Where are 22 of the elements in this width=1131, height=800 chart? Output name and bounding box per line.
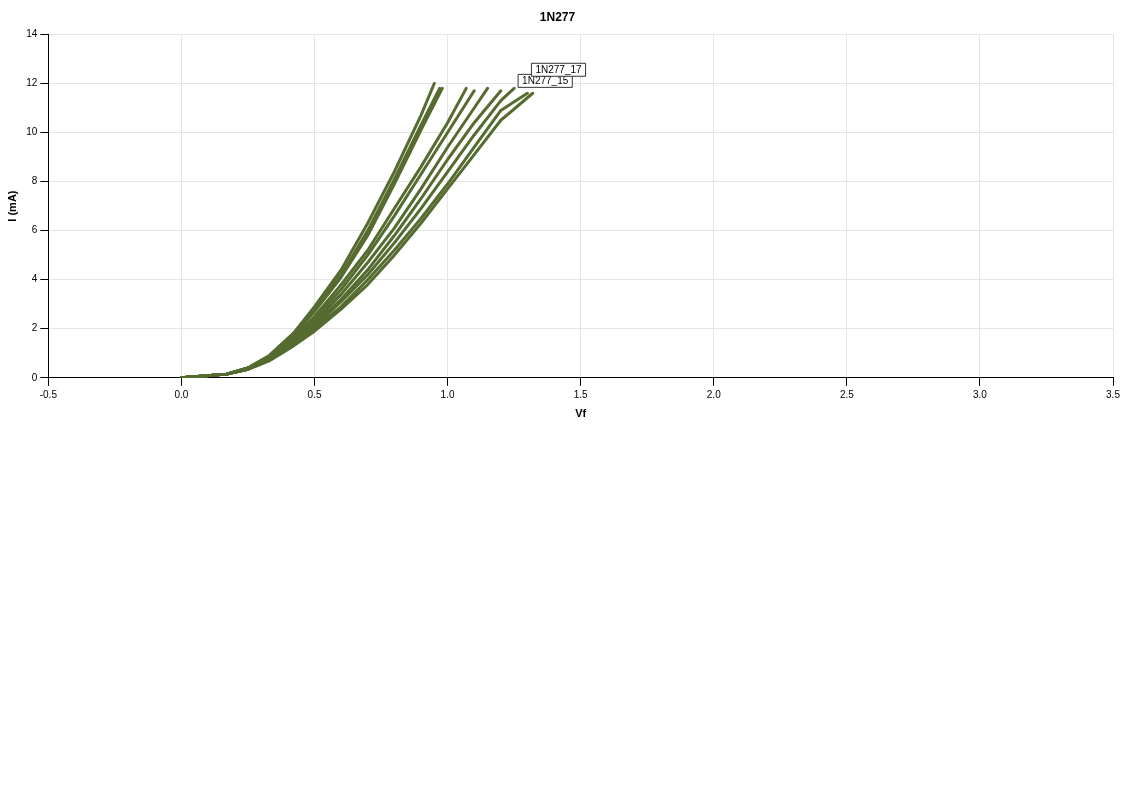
y-tick-label: 14 bbox=[26, 28, 38, 40]
y-tick-label: 10 bbox=[26, 126, 38, 138]
y-axis-title: I (mA) bbox=[5, 190, 18, 222]
x-tick-label: 1.0 bbox=[440, 388, 455, 400]
y-tick-label: 8 bbox=[31, 175, 38, 187]
x-tick-label: -0.5 bbox=[39, 388, 58, 400]
x-tick-label: 2.5 bbox=[839, 388, 855, 400]
x-tick-label: 3.0 bbox=[972, 388, 988, 400]
y-tick-label: 12 bbox=[26, 77, 38, 89]
series-label: 1N277_15 bbox=[522, 75, 569, 87]
series-label: 1N277_17 bbox=[535, 64, 583, 76]
x-axis-title: Vf bbox=[575, 407, 587, 420]
y-tick-label: 2 bbox=[31, 322, 38, 334]
x-tick-label: 2.0 bbox=[706, 388, 722, 400]
y-tick-label: 6 bbox=[31, 224, 38, 236]
y-tick-label: 4 bbox=[31, 273, 38, 285]
x-tick-label: 3.5 bbox=[1106, 388, 1121, 400]
x-tick-label: 0.5 bbox=[307, 388, 322, 400]
x-tick-label: 0.0 bbox=[174, 388, 189, 400]
x-tick-label: 1.5 bbox=[573, 388, 589, 400]
chart-title: 1N277 bbox=[539, 9, 576, 24]
y-tick-label: 0 bbox=[31, 371, 38, 383]
